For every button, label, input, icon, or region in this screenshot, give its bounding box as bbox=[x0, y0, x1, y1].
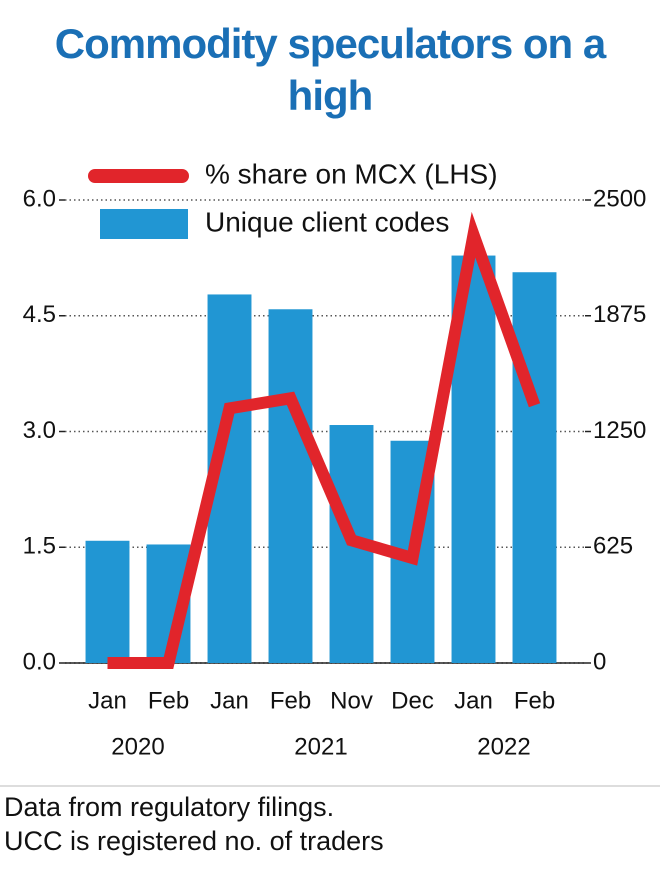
y-tick-label: 1.5 bbox=[23, 533, 56, 560]
line bbox=[107, 211, 541, 669]
x-tick-label: Dec bbox=[391, 687, 434, 714]
x-tick-label: Jan bbox=[88, 687, 127, 714]
y2-tick-label: 1875 bbox=[593, 301, 646, 328]
legend-label: Unique client codes bbox=[205, 206, 449, 237]
y2-tick-label: 2500 bbox=[593, 185, 646, 212]
legend-swatch bbox=[100, 209, 188, 239]
legend-label: % share on MCX (LHS) bbox=[205, 158, 498, 189]
y-tick-label: 6.0 bbox=[23, 185, 56, 212]
y-tick-label: 4.5 bbox=[23, 301, 56, 328]
bar bbox=[85, 540, 130, 663]
bar bbox=[512, 272, 557, 663]
x-tick-label: Nov bbox=[330, 687, 373, 714]
x-tick-label: Feb bbox=[148, 687, 189, 714]
x-tick-label: Feb bbox=[270, 687, 311, 714]
x-tick-label: Jan bbox=[210, 687, 249, 714]
y2-tick-label: 625 bbox=[593, 533, 633, 560]
note: Data from regulatory filings. bbox=[4, 792, 335, 822]
y2-tick-label: 1250 bbox=[593, 417, 646, 444]
x-tick-label: Jan bbox=[454, 687, 493, 714]
note: UCC is registered no. of traders bbox=[4, 826, 384, 856]
x-group-label: 2022 bbox=[477, 733, 530, 760]
bar bbox=[268, 309, 313, 663]
y2-tick-label: 0 bbox=[593, 648, 606, 675]
chart-title: Commodity speculators on a high bbox=[54, 20, 606, 119]
x-group-label: 2021 bbox=[294, 733, 347, 760]
x-group-label: 2020 bbox=[111, 733, 164, 760]
y-tick-label: 0.0 bbox=[23, 648, 56, 675]
x-tick-label: Feb bbox=[514, 687, 555, 714]
y-tick-label: 3.0 bbox=[23, 417, 56, 444]
